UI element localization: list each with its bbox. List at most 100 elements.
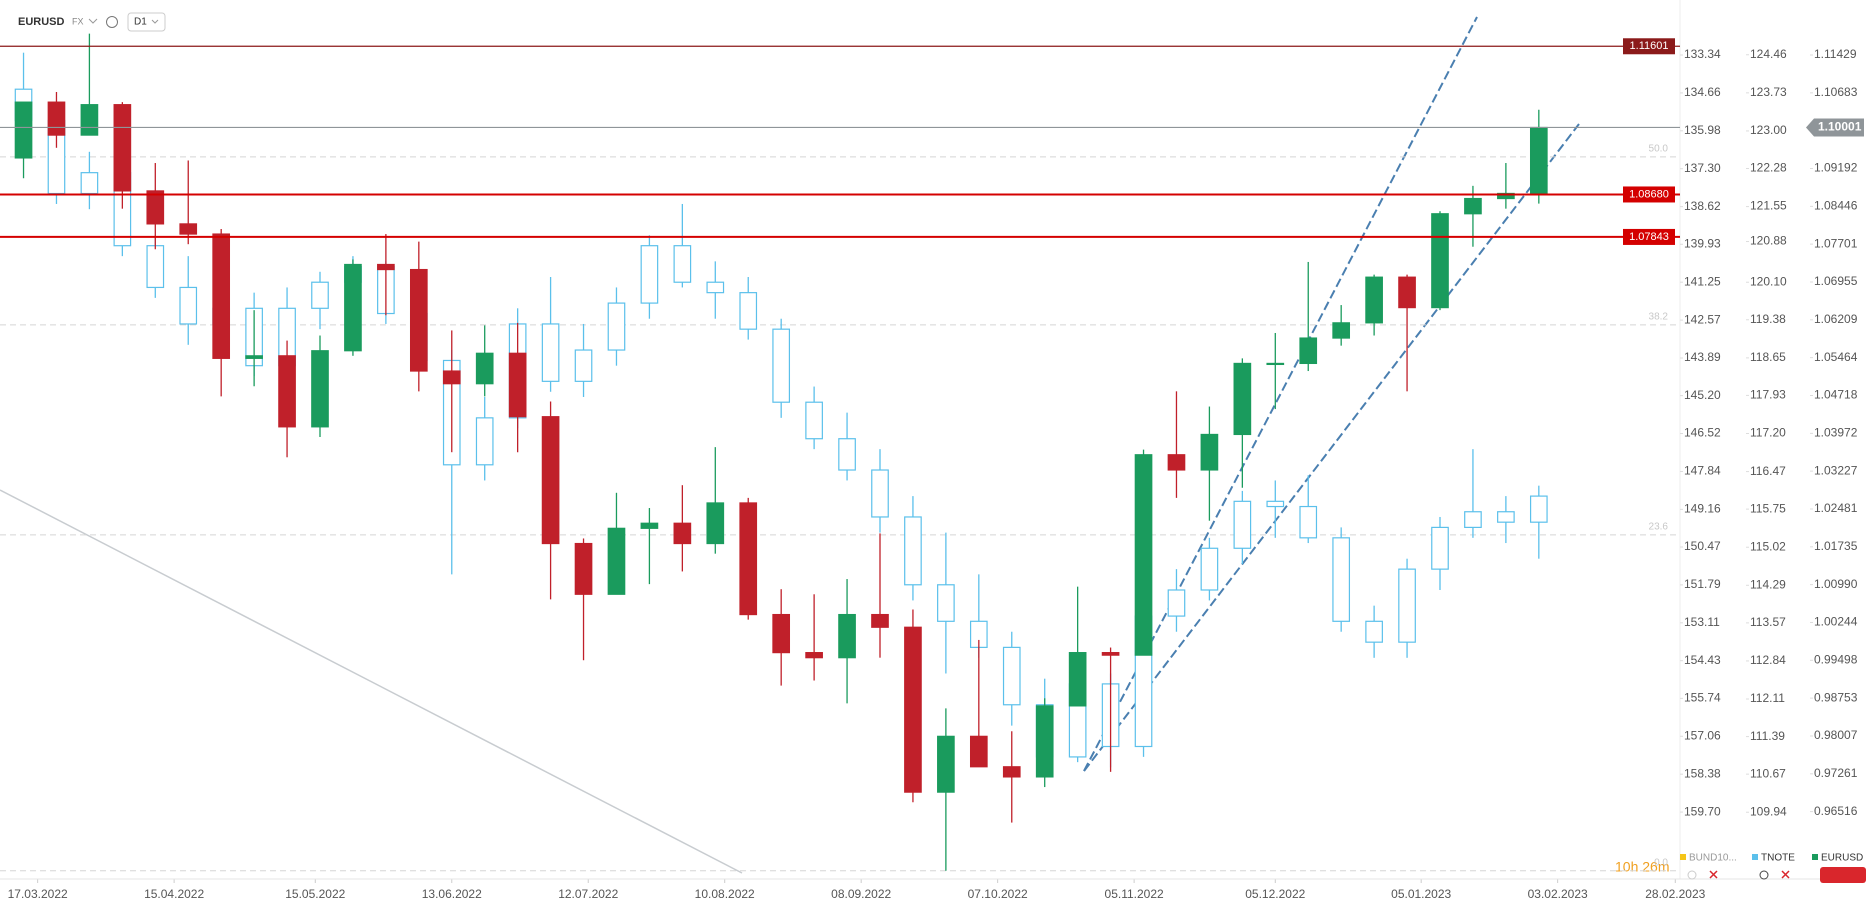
y-tick-label: 1.09192 xyxy=(1814,161,1858,175)
y-tick-label: 0.97261 xyxy=(1814,766,1858,780)
x-tick-label: 15.04.2022 xyxy=(144,887,204,901)
candle-body xyxy=(146,190,165,225)
candle-body xyxy=(871,613,889,628)
candle-body xyxy=(311,350,329,428)
y-tick-label: 147.84 xyxy=(1684,464,1721,478)
candle-body xyxy=(937,735,955,793)
legend-swatch[interactable] xyxy=(1680,854,1686,860)
candle-body xyxy=(1266,500,1285,508)
candle-body xyxy=(278,355,296,428)
candle-body xyxy=(838,438,856,471)
candle-body xyxy=(574,542,593,595)
y-tick-label: 143.89 xyxy=(1684,350,1721,364)
candle-body xyxy=(377,263,395,271)
symbol[interactable]: EURUSD xyxy=(18,16,65,28)
candle-body xyxy=(442,370,461,385)
candle-body xyxy=(1332,537,1351,622)
candle-body xyxy=(113,104,132,192)
candle-body xyxy=(1167,589,1186,617)
candle-body xyxy=(47,101,66,136)
visibility-icon[interactable] xyxy=(1687,870,1697,880)
y-tick-label: 154.43 xyxy=(1684,653,1721,667)
x-tick-label: 03.02.2023 xyxy=(1528,887,1588,901)
candle-body xyxy=(1529,495,1548,523)
level-tag xyxy=(1623,228,1675,245)
candle-body xyxy=(80,104,99,136)
legend-label[interactable]: TNOTE xyxy=(1761,853,1795,864)
legend-label[interactable]: EURUSD xyxy=(1821,853,1863,864)
y-tick-label: 1.06955 xyxy=(1814,274,1858,288)
level-label: 1.07843 xyxy=(1629,231,1669,243)
x-tick-label: 05.12.2022 xyxy=(1245,887,1305,901)
candle-body xyxy=(607,302,626,351)
candle-body xyxy=(640,245,659,304)
y-tick-label: 137.30 xyxy=(1684,161,1721,175)
interval-select[interactable] xyxy=(127,12,166,32)
x-tick-label: 07.10.2022 xyxy=(968,887,1028,901)
level-tag xyxy=(1623,38,1675,55)
y-tick-label: 120.88 xyxy=(1750,234,1787,248)
candle-body xyxy=(706,281,725,294)
legend-controls[interactable] xyxy=(1820,867,1866,883)
y-tick-label: 142.57 xyxy=(1684,312,1721,326)
x-tick-label: 13.06.2022 xyxy=(422,887,482,901)
x-tick-label: 08.09.2022 xyxy=(831,887,891,901)
trend-line xyxy=(0,489,743,874)
fib-label: 23.6 xyxy=(1649,522,1669,533)
y-tick-label: 113.57 xyxy=(1750,615,1786,629)
candle-body xyxy=(1200,433,1219,471)
info-icon[interactable] xyxy=(106,16,118,28)
candle-body xyxy=(1497,511,1515,523)
y-tick-label: 118.65 xyxy=(1750,350,1786,364)
legend-swatch[interactable] xyxy=(1812,854,1818,860)
y-tick-label: 1.11429 xyxy=(1814,47,1857,61)
candle-body xyxy=(1035,705,1054,778)
y-tick-label: 139.93 xyxy=(1684,236,1721,250)
candle-body xyxy=(673,245,692,283)
interval[interactable]: D1 xyxy=(134,17,147,28)
candle-body xyxy=(1167,454,1186,471)
candle-body xyxy=(838,613,856,659)
y-tick-label: 1.06209 xyxy=(1814,312,1858,326)
y-tick-label: 122.28 xyxy=(1750,161,1787,175)
dropdown-icon xyxy=(151,19,159,24)
y-tick-label: 157.06 xyxy=(1684,728,1721,742)
y-tick-label: 153.11 xyxy=(1684,615,1720,629)
y-tick-label: 1.02481 xyxy=(1814,501,1858,515)
fib-label: 50.0 xyxy=(1649,144,1669,155)
candle-body xyxy=(904,516,922,586)
y-tick-label: 1.01735 xyxy=(1814,539,1858,553)
legend-swatch[interactable] xyxy=(1752,854,1758,860)
candle-body xyxy=(1497,192,1515,200)
y-tick-label: 123.73 xyxy=(1750,85,1787,99)
remove-icon[interactable] xyxy=(1709,870,1718,879)
dropdown-icon[interactable] xyxy=(88,18,98,24)
x-tick-label: 17.03.2022 xyxy=(8,887,68,901)
y-tick-label: 134.66 xyxy=(1684,85,1721,99)
candle-body xyxy=(772,613,791,654)
channel-line xyxy=(1083,123,1580,772)
candle-body xyxy=(1464,197,1482,215)
candle-body xyxy=(871,469,889,518)
candle-body xyxy=(969,735,988,768)
candle-body xyxy=(212,233,231,359)
y-tick-label: 114.29 xyxy=(1750,577,1786,591)
candle-body xyxy=(1398,568,1416,643)
legend-label[interactable]: BUND10... xyxy=(1689,853,1737,864)
x-tick-label: 12.07.2022 xyxy=(558,887,618,901)
candle-body xyxy=(1332,322,1351,339)
candle-body xyxy=(14,101,33,159)
candle-body xyxy=(607,527,626,595)
candle-body xyxy=(245,355,263,359)
candle-body xyxy=(1398,276,1416,309)
remove-icon[interactable] xyxy=(1781,870,1790,879)
candle-body xyxy=(1365,276,1383,324)
candle-body xyxy=(80,172,99,195)
y-tick-label: 135.98 xyxy=(1684,123,1721,137)
candle-body xyxy=(805,401,823,440)
x-tick-label: 28.02.2023 xyxy=(1645,887,1705,901)
candle-body xyxy=(805,652,823,659)
visibility-icon[interactable] xyxy=(1759,870,1769,880)
y-tick-label: 1.05464 xyxy=(1814,350,1858,364)
y-tick-label: 115.02 xyxy=(1750,539,1786,553)
